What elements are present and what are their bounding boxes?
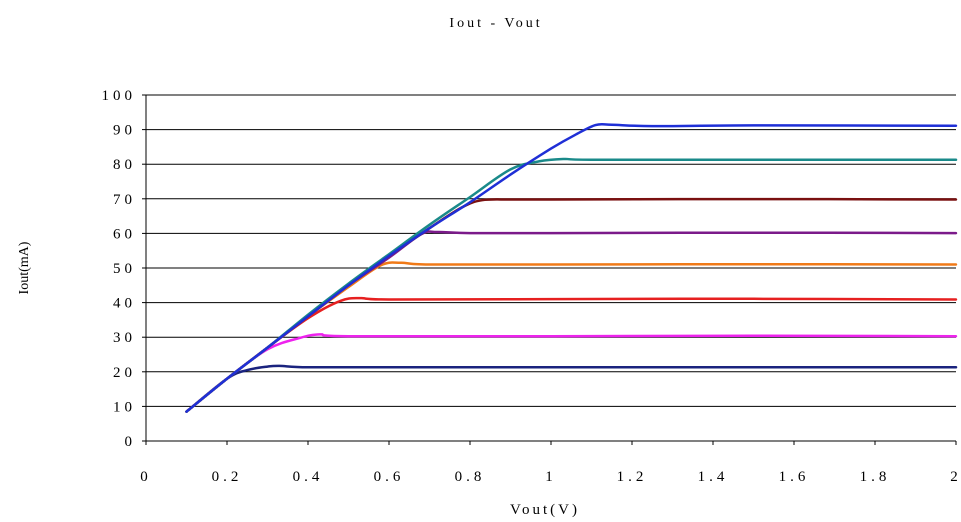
x-tick-label-7: 1.4: [698, 469, 729, 485]
y-tick-label-0: 0: [125, 434, 137, 450]
x-tick-label-6: 1.2: [617, 469, 648, 485]
y-tick-label-6: 60: [113, 226, 136, 242]
x-tick-label-5: 1: [545, 469, 557, 485]
x-tick-label-0: 0: [140, 469, 152, 485]
x-tick-label-9: 1.8: [860, 469, 891, 485]
x-tick-label-1: 0.2: [212, 469, 243, 485]
y-tick-label-8: 80: [113, 157, 136, 173]
y-axis-label: Iout(mA): [17, 241, 32, 294]
chart-title: Iout - Vout: [449, 16, 542, 31]
series-line-5: [185, 197, 958, 413]
series-group: [185, 122, 958, 413]
x-axis-label: Vout(V): [510, 502, 580, 518]
series-line-6: [185, 157, 958, 413]
x-tick-label-4: 0.8: [455, 469, 486, 485]
y-tick-labels: 0 10 20 30 40 50 60 70 80 90 100: [102, 88, 137, 450]
x-tick-label-3: 0.6: [374, 469, 405, 485]
x-tick-labels: 0 0.2 0.4 0.6 0.8 1 1.2 1.4 1.6 1.8 2: [140, 469, 961, 485]
grid-lines: [146, 94, 956, 407]
series-line-2: [185, 296, 958, 413]
y-tick-label-3: 30: [113, 330, 136, 346]
series-line-1: [185, 333, 958, 413]
y-tick-label-5: 50: [113, 261, 136, 277]
axes: [142, 94, 957, 445]
y-tick-label-9: 90: [113, 123, 136, 139]
x-tick-label-2: 0.4: [293, 469, 324, 485]
series-line-0: [185, 364, 958, 413]
y-tick-label-2: 20: [113, 365, 136, 381]
y-tick-label-10: 100: [102, 88, 137, 104]
y-tick-label-7: 70: [113, 192, 136, 208]
y-tick-label-4: 40: [113, 296, 136, 312]
y-tick-label-1: 10: [113, 399, 136, 415]
x-tick-label-8: 1.6: [779, 469, 810, 485]
x-tick-label-10: 2: [950, 469, 961, 485]
series-line-7: [185, 122, 958, 413]
